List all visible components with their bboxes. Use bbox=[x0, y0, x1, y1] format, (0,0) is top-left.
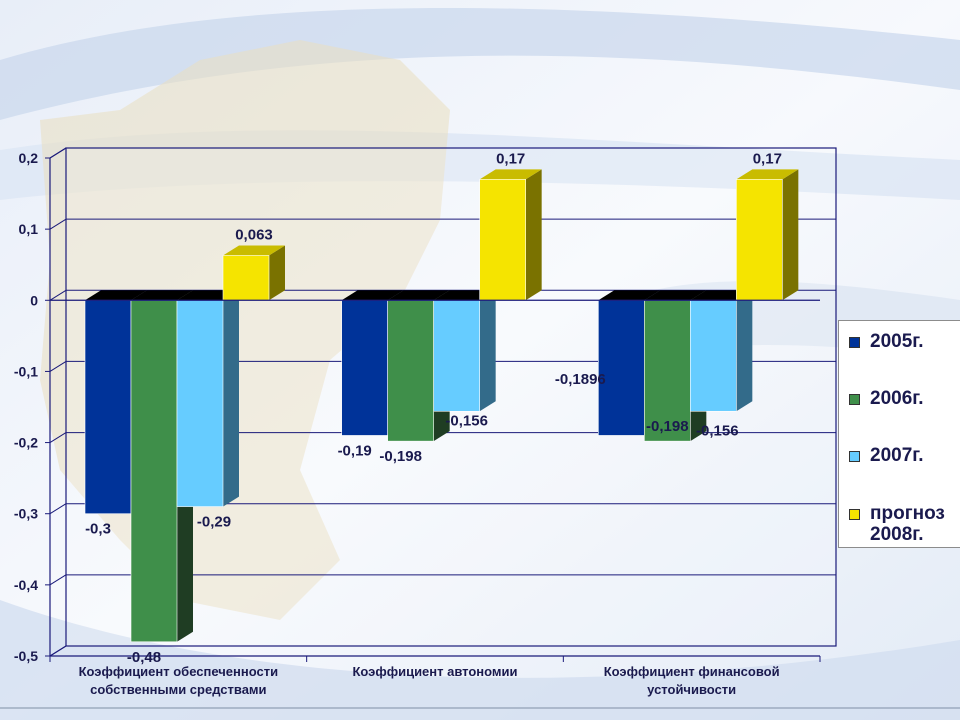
x-category-label: устойчивости bbox=[647, 682, 736, 697]
bar bbox=[690, 299, 737, 412]
legend-item-2006: 2006г. bbox=[849, 388, 960, 409]
gridline-side bbox=[49, 574, 67, 586]
data-label: -0,29 bbox=[197, 514, 231, 531]
gridline-side bbox=[49, 289, 67, 301]
gridline-side bbox=[49, 147, 67, 159]
bar-side bbox=[223, 290, 239, 507]
data-label: -0,19 bbox=[338, 442, 372, 459]
bars bbox=[84, 169, 799, 643]
data-labels: -0,3 -0,48 -0,29 0,063 -0,19 -0,198 -0,156 0,17… bbox=[85, 150, 782, 665]
bar bbox=[479, 179, 526, 301]
data-label: -0,198 bbox=[379, 448, 422, 465]
data-label: 0,17 bbox=[496, 150, 525, 167]
legend-item-2007: 2007г. bbox=[849, 445, 960, 466]
data-label: 0,17 bbox=[753, 150, 782, 167]
gridline-side bbox=[49, 645, 67, 657]
y-tick-label: -0,4 bbox=[14, 577, 38, 593]
bar-side bbox=[782, 169, 799, 301]
legend-swatch-2007 bbox=[849, 451, 860, 462]
bar-side bbox=[736, 290, 753, 412]
legend-item-2005: 2005г. bbox=[849, 331, 960, 352]
legend-item-forecast-2008: прогноз 2008г. bbox=[849, 503, 960, 545]
legend-label-forecast-2008: прогноз 2008г. bbox=[870, 503, 945, 545]
legend-swatch-forecast-2008 bbox=[849, 509, 860, 520]
y-tick-label: -0,1 bbox=[14, 363, 38, 379]
bar-side bbox=[479, 290, 496, 412]
bar bbox=[84, 299, 132, 515]
bar bbox=[176, 299, 224, 507]
legend-label-2005: 2005г. bbox=[870, 331, 924, 352]
bar-top bbox=[479, 169, 542, 180]
legend: 2005г. 2006г. 2007г. прогноз 2008г. bbox=[838, 320, 960, 548]
data-label: 0,063 bbox=[235, 226, 273, 243]
bar-side bbox=[269, 245, 285, 301]
bar-side bbox=[525, 169, 542, 301]
data-label: -0,156 bbox=[445, 412, 488, 429]
bar-top bbox=[736, 169, 799, 180]
legend-label-2006: 2006г. bbox=[870, 388, 924, 409]
x-category-label: Коэффициент обеспеченности bbox=[79, 664, 279, 679]
y-tick-label: 0 bbox=[30, 292, 38, 308]
bar bbox=[736, 179, 783, 301]
bar bbox=[433, 299, 480, 412]
y-tick-label: -0,3 bbox=[14, 506, 38, 522]
data-label: -0,198 bbox=[646, 418, 689, 435]
bar-top bbox=[387, 290, 450, 301]
bar-top bbox=[85, 290, 147, 301]
bar bbox=[222, 255, 270, 301]
gridline-side bbox=[49, 432, 67, 443]
legend-swatch-2006 bbox=[849, 394, 860, 405]
bar bbox=[130, 299, 178, 643]
bar-top bbox=[598, 290, 661, 301]
bar bbox=[341, 299, 388, 436]
x-category-label: Коэффициент финансовой bbox=[604, 664, 780, 679]
bar-top bbox=[341, 290, 404, 301]
data-label: -0,1896 bbox=[555, 371, 606, 388]
axes: 0,2 0,1 0 -0,1 -0,2 -0,3 -0,4 -0,5 Коэффициент о… bbox=[14, 150, 821, 697]
gridline-side bbox=[49, 503, 67, 515]
bar bbox=[387, 299, 434, 442]
bar-top bbox=[223, 245, 285, 256]
y-tick-label: 0,1 bbox=[19, 221, 39, 237]
x-category-label: Коэффициент автономии bbox=[352, 664, 517, 679]
y-tick-label: 0,2 bbox=[19, 150, 39, 166]
data-label: -0,48 bbox=[127, 649, 161, 666]
bar-top bbox=[131, 290, 193, 301]
legend-label-2007: 2007г. bbox=[870, 445, 924, 466]
y-tick-label: -0,2 bbox=[14, 435, 38, 451]
gridline-side bbox=[49, 218, 67, 230]
legend-swatch-2005 bbox=[849, 337, 860, 348]
gridline-side bbox=[49, 361, 67, 372]
bar bbox=[644, 299, 691, 442]
bar-top bbox=[644, 290, 707, 301]
data-label: -0,3 bbox=[85, 521, 111, 538]
y-tick-label: -0,5 bbox=[14, 648, 38, 664]
data-label: -0,156 bbox=[696, 422, 739, 439]
bar bbox=[598, 299, 645, 436]
x-category-label: собственными средствами bbox=[90, 682, 266, 697]
